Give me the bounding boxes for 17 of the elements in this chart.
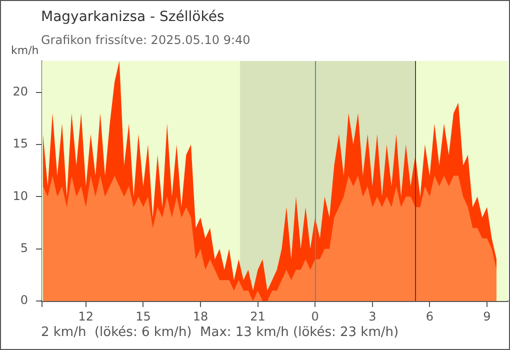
- x-tick-label: 6: [426, 309, 434, 324]
- y-axis-title: km/h: [11, 44, 39, 57]
- y-tick-label: 15: [12, 136, 28, 151]
- y-tick-label: 0: [20, 293, 28, 308]
- x-tick-label: 15: [136, 309, 151, 324]
- x-tick-label: 0: [311, 309, 319, 324]
- x-tick-label: 9: [483, 309, 491, 324]
- x-tick-label: 18: [192, 309, 208, 324]
- chart-subtitle: Grafikon frissítve: 2025.05.10 9:40: [41, 33, 250, 47]
- y-tick-label: 5: [20, 240, 28, 255]
- x-tick-label: 12: [78, 309, 94, 324]
- x-tick-label: 21: [250, 309, 266, 324]
- chart-title: Magyarkanizsa - Széllökés: [41, 9, 224, 25]
- y-tick-label: 10: [12, 188, 28, 203]
- y-tick-label: 20: [12, 84, 28, 98]
- x-tick-label: 3: [368, 309, 376, 324]
- text: 2 km/h (lökés: 6 km/h) Max: 13 km/h (lökés: 23 km/h): [41, 325, 399, 340]
